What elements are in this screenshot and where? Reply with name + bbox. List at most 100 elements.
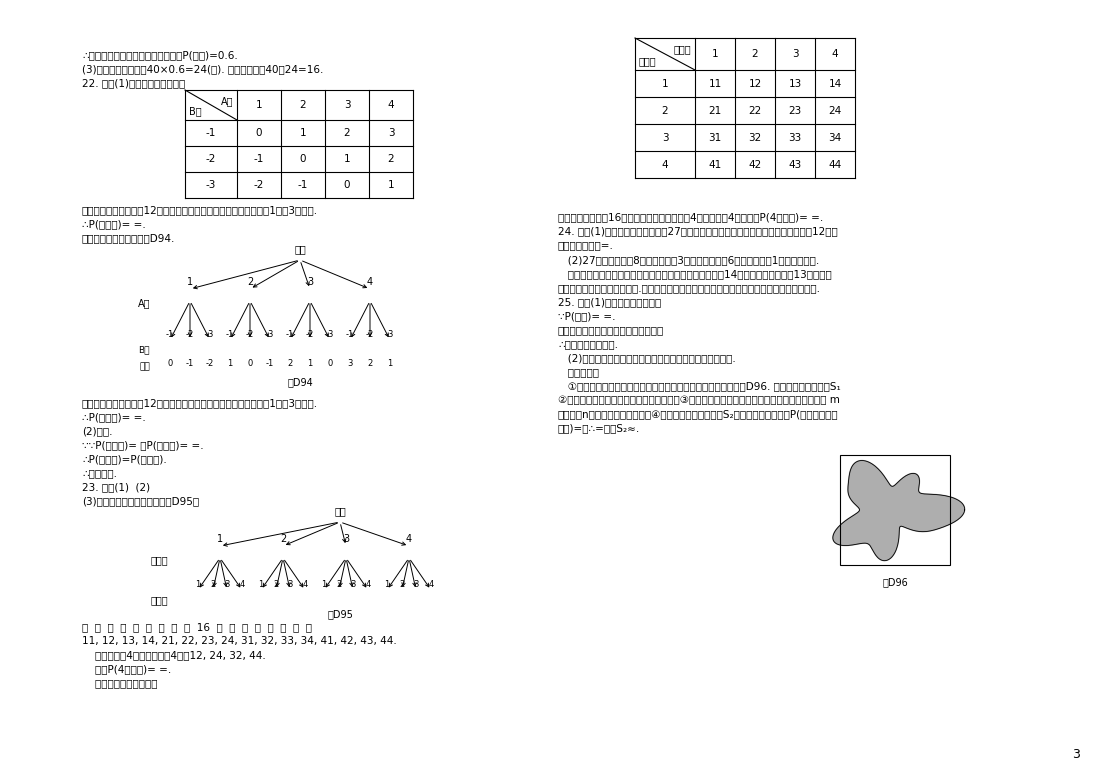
Text: 0: 0 [344,180,351,190]
Text: 1: 1 [196,580,200,589]
Text: 1: 1 [711,49,718,59]
Text: -1: -1 [265,359,274,368]
Text: B盘: B盘 [138,346,150,354]
Text: -3: -3 [206,180,216,190]
Text: ①画一个可测量面积的规则图形将非规则图形包围在其中，如图D96. 设规则图形的面积为S₁: ①画一个可测量面积的规则图形将非规则图形包围在其中，如图D96. 设规则图形的面… [559,381,841,391]
Text: ∴P(乙获胜)=P(甲获胜).: ∴P(乙获胜)=P(甲获胜). [82,454,167,464]
Text: 2: 2 [210,580,216,589]
Text: 2: 2 [280,534,286,544]
Text: 其中恰好是4的倍数的共有4种：12, 24, 32, 44.: 其中恰好是4的倍数的共有4种：12, 24, 32, 44. [82,650,265,660]
Text: 32: 32 [749,132,762,142]
Text: -1: -1 [206,128,216,138]
Text: 3: 3 [347,359,353,368]
Text: 2: 2 [661,106,668,116]
Text: 0: 0 [167,359,173,368]
Text: 3: 3 [288,580,293,589]
Text: 所以所求概率为=.: 所以所求概率为=. [559,240,614,250]
Text: 图D96: 图D96 [883,577,908,587]
Text: ∴P(乙获胜)= =.: ∴P(乙获胜)= =. [82,219,146,229]
Text: 31: 31 [708,132,721,142]
Text: 即小红胜的概率为，小明胜的概率为，: 即小红胜的概率为，小明胜的概率为， [559,325,665,335]
Text: 0: 0 [327,359,333,368]
Text: 设计方案：: 设计方案： [559,367,599,377]
Text: 由表格可知，共有16种等可能的结果，其中是4的倍数的有4种，所以P(4的倍数)= =.: 由表格可知，共有16种等可能的结果，其中是4的倍数的有4种，所以P(4的倍数)=… [559,212,823,222]
Text: 4: 4 [239,580,244,589]
Text: -3: -3 [265,330,274,339]
Text: ∴游戏对双方不公平.: ∴游戏对双方不公平. [559,339,618,349]
Text: 1: 1 [259,580,263,589]
Text: ∴假如你摸一次，你摸到白球的概率P(白球)=0.6.: ∴假如你摸一次，你摸到白球的概率P(白球)=0.6. [82,50,238,60]
Text: 和为: 和为 [139,363,150,372]
Text: 4: 4 [406,534,413,544]
Text: 4: 4 [661,159,668,170]
Text: 1: 1 [387,359,393,368]
Text: (3)根据题意，画树状图，如图D95：: (3)根据题意，画树状图，如图D95： [82,496,199,506]
Text: 3: 3 [1072,748,1079,761]
Text: ∵P(阴影)= =.: ∵P(阴影)= =. [559,311,616,321]
Text: 24. 解：(1)由题意可知将面包切成27块小面包，有且只有两个面是咖啡色的小面包有12块，: 24. 解：(1)由题意可知将面包切成27块小面包，有且只有两个面是咖啡色的小面… [559,226,837,236]
Text: 第二次: 第二次 [674,44,691,54]
Text: 2: 2 [300,100,306,110]
Text: 34: 34 [828,132,842,142]
Text: A盘: A盘 [220,96,233,106]
Text: 2: 2 [247,277,253,287]
Text: 次，其中n次掷于不规则图形内；④设非规则图形的面积为S₂，用频率估计概率，P(投入不规则图: 次，其中n次掷于不规则图形内；④设非规则图形的面积为S₂，用频率估计概率，P(投… [559,409,838,419]
Text: -1: -1 [298,180,309,190]
Text: 1: 1 [187,277,194,287]
Text: -2: -2 [186,330,195,339]
Text: -2: -2 [306,330,314,339]
Text: 0: 0 [300,154,306,164]
Text: -3: -3 [206,330,215,339]
Text: 21: 21 [708,106,721,116]
Text: 33: 33 [789,132,802,142]
Text: -1: -1 [226,330,234,339]
Text: 12: 12 [749,79,762,89]
Text: 22. 解：(1)方法一：（列表法）: 22. 解：(1)方法一：（列表法） [82,78,185,88]
Text: 3: 3 [388,128,395,138]
Text: 0: 0 [255,128,262,138]
Text: 11: 11 [708,79,721,89]
Text: 43: 43 [789,159,802,170]
Text: 2: 2 [344,128,351,138]
Text: (3)解：盒子里白球有40×0.6=24(个). 盒子里黑球有40－24=16.: (3)解：盒子里白球有40×0.6=24(个). 盒子里黑球有40－24=16. [82,64,323,74]
Text: 图D95: 图D95 [327,609,353,619]
Text: 4: 4 [365,580,371,589]
Text: 3: 3 [307,277,313,287]
Text: ∴游戏公平.: ∴游戏公平. [82,468,117,478]
Text: -1: -1 [186,359,195,368]
Text: -3: -3 [326,330,334,339]
Text: ②在图形中掷石子，掷在图形外不作记录；③当次数很大时，记录并统计结果，投掷入正方形内 m: ②在图形中掷石子，掷在图形外不作记录；③当次数很大时，记录并统计结果，投掷入正方… [559,395,839,405]
Text: 23: 23 [789,106,802,116]
Text: 22: 22 [749,106,762,116]
Text: 3: 3 [661,132,668,142]
Text: 从中任取一块小面包，有且只有奇数个面为咖啡色的共有14块，剩余的面包共有13块，小明: 从中任取一块小面包，有且只有奇数个面为咖啡色的共有14块，剩余的面包共有13块，… [559,269,832,279]
Text: 1: 1 [300,128,306,138]
Text: 2: 2 [367,359,373,368]
Text: -1: -1 [346,330,354,339]
Text: -2: -2 [366,330,374,339]
Text: 或根据题意，画表格：: 或根据题意，画表格： [82,678,157,688]
Text: A盘: A盘 [137,298,150,308]
Bar [839,455,950,565]
Text: 2: 2 [288,359,293,368]
Text: 3: 3 [414,580,419,589]
Text: 所以P(4的倍数)= =.: 所以P(4的倍数)= =. [82,664,171,674]
Text: 第一次: 第一次 [150,555,168,565]
Text: 4: 4 [832,49,838,59]
Text: 25. 解：(1)不公平，理由如下：: 25. 解：(1)不公平，理由如下： [559,297,661,307]
Text: 4: 4 [388,100,395,110]
Text: 13: 13 [789,79,802,89]
Text: 3: 3 [351,580,356,589]
Text: 3: 3 [225,580,230,589]
Text: 42: 42 [749,159,762,170]
Text: (2)能利用频率估计概率的试验方法估算非规则图形的面积.: (2)能利用频率估计概率的试验方法估算非规则图形的面积. [559,353,735,363]
Text: 23. 解：(1)  (2): 23. 解：(1) (2) [82,482,150,492]
Text: 开始: 开始 [294,244,306,254]
Text: 1: 1 [255,100,262,110]
Text: 4: 4 [428,580,434,589]
Text: 由列表法可知：会产生12种结果，它们出现的机会相等，其中和为1的有3种结果.: 由列表法可知：会产生12种结果，它们出现的机会相等，其中和为1的有3种结果. [82,205,319,215]
Text: 2: 2 [336,580,342,589]
Text: 3: 3 [344,100,351,110]
Text: (2)公平.: (2)公平. [82,426,113,436]
Text: 1: 1 [388,180,395,190]
